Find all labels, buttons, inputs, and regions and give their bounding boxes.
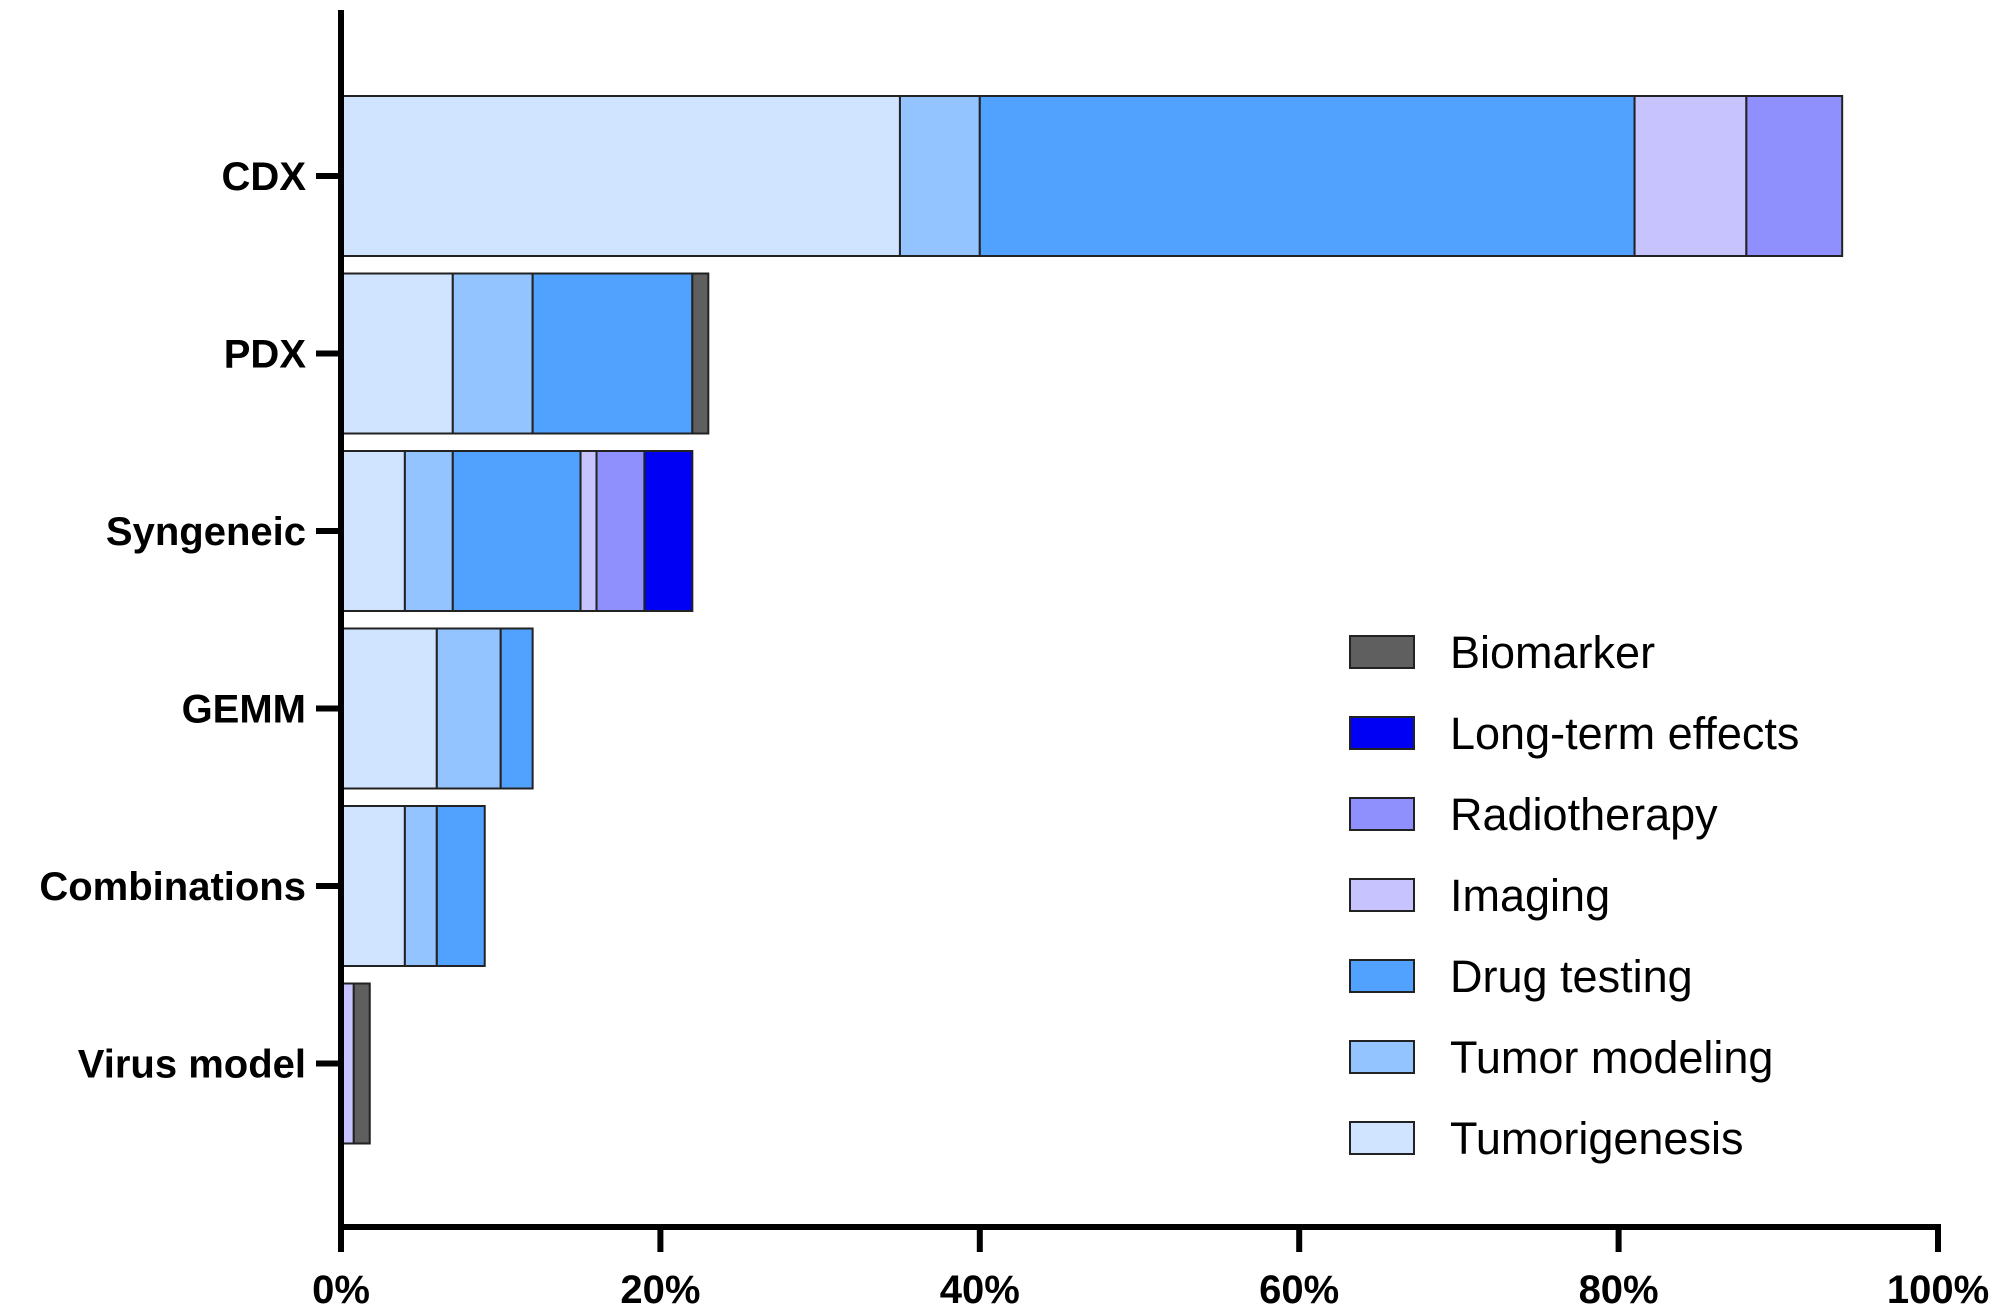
axes-group [338, 10, 1941, 1230]
legend-swatch-tumor-modeling [1349, 1040, 1415, 1074]
bar-pdx-tumorigenesis [340, 272, 454, 435]
legend-label-tumorigenesis: Tumorigenesis [1450, 1113, 1743, 1164]
x-tick-label-100: 100% [1887, 1268, 1989, 1310]
bar-combinations-drug-testing [435, 805, 486, 967]
x-tick-label-0: 0% [312, 1268, 370, 1310]
bar-cdx-radiotherapy [1745, 95, 1844, 257]
bar-pdx-drug-testing [531, 272, 694, 435]
legend-label-long-term-effects: Long-term effects [1450, 708, 1799, 759]
legend-swatch-long-term-effects [1349, 716, 1415, 750]
category-label-cdx: CDX [222, 155, 307, 199]
bar-cdx-imaging [1633, 95, 1748, 257]
bar-syngeneic-radiotherapy [595, 450, 646, 612]
bar-syngeneic-tumor-modeling [403, 450, 454, 612]
bar-syngeneic-long-term-effects [643, 450, 694, 612]
legend-label-imaging: Imaging [1450, 870, 1610, 921]
category-label-syngeneic: Syngeneic [106, 510, 306, 554]
category-label-gemm: GEMM [182, 688, 306, 732]
x-ticks: 0% 20% 40% 60% 80% 100% [312, 1227, 1989, 1310]
bar-gemm-tumorigenesis [340, 627, 438, 790]
bar-combinations-tumorigenesis [340, 805, 406, 967]
bar-combinations-tumor-modeling [403, 805, 438, 967]
bar-syngeneic-tumorigenesis [340, 450, 406, 612]
category-labels: CDX PDX Syngeneic GEMM Combinations Virus mod… [39, 155, 341, 1087]
bars-group [340, 95, 1844, 1145]
bar-pdx-biomarker [691, 272, 710, 435]
legend-swatch-drug-testing [1349, 959, 1415, 993]
legend-label-radiotherapy: Radiotherapy [1450, 789, 1718, 840]
category-label-virus-model: Virus model [78, 1043, 306, 1087]
category-label-combinations: Combinations [39, 865, 306, 909]
bar-pdx-tumor-modeling [451, 272, 534, 435]
bar-cdx-drug-testing [978, 95, 1636, 257]
legend-label-tumor-modeling: Tumor modeling [1450, 1032, 1773, 1083]
legend-label-biomarker: Biomarker [1450, 627, 1655, 678]
legend-swatch-biomarker [1349, 635, 1415, 669]
bar-syngeneic-imaging [579, 450, 598, 612]
x-tick-label-20: 20% [620, 1268, 700, 1310]
category-label-pdx: PDX [224, 333, 307, 377]
bar-gemm-tumor-modeling [435, 627, 502, 790]
legend: Biomarker Long-term effects Radiotherapy Im… [1349, 627, 1799, 1164]
x-tick-label-40: 40% [940, 1268, 1020, 1310]
bar-syngeneic-drug-testing [451, 450, 582, 612]
x-tick-label-60: 60% [1259, 1268, 1339, 1310]
bar-cdx-tumor-modeling [898, 95, 981, 257]
bar-gemm-drug-testing [499, 627, 534, 790]
legend-swatch-tumorigenesis [1349, 1121, 1415, 1155]
legend-swatch-imaging [1349, 878, 1415, 912]
x-tick-label-80: 80% [1579, 1268, 1659, 1310]
bar-cdx-tumorigenesis [340, 95, 901, 257]
legend-swatch-radiotherapy [1349, 797, 1415, 831]
legend-label-drug-testing: Drug testing [1450, 951, 1693, 1002]
bar-virus-model-biomarker [352, 982, 371, 1145]
